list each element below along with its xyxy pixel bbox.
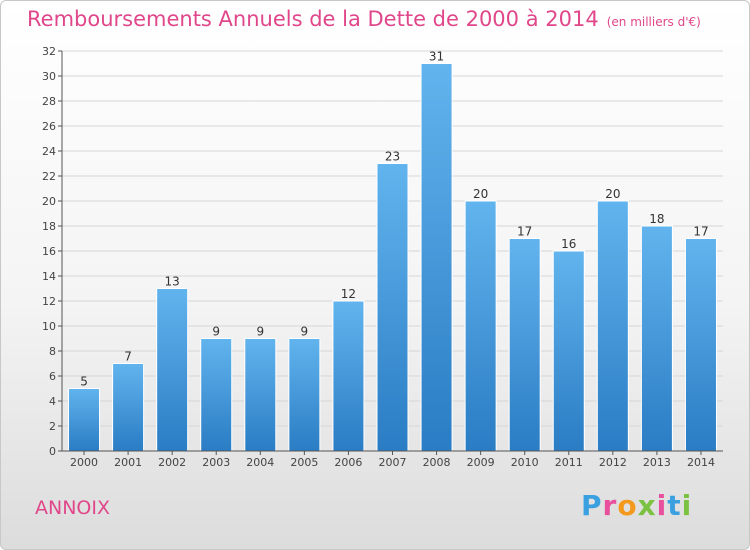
y-tick-label: 8 [49,345,56,358]
data-label: 9 [212,325,220,339]
y-tick-label: 20 [42,195,56,208]
data-label: 20 [605,187,620,201]
labels: 0246810121416182022242628303252000720011… [42,45,715,469]
x-tick-label: 2004 [246,456,274,469]
data-label: 17 [517,225,532,239]
bar [244,338,277,452]
bar [464,200,497,452]
x-tick-label: 2009 [467,456,495,469]
x-tick-label: 2005 [290,456,318,469]
bar [376,163,409,452]
data-label: 9 [256,325,264,339]
data-label: 20 [473,187,488,201]
bar [68,388,101,452]
y-tick-label: 4 [49,395,56,408]
brand-letter: i [656,489,668,522]
bar [552,250,585,452]
y-tick-label: 0 [49,445,56,458]
x-tick-label: 2013 [643,456,671,469]
y-tick-label: 32 [42,45,56,58]
bar [596,200,629,452]
y-tick-label: 16 [42,245,56,258]
brand-letter: x [637,489,657,522]
data-label: 16 [561,237,576,251]
x-tick-label: 2010 [511,456,539,469]
y-tick-label: 10 [42,320,56,333]
data-label: 31 [429,50,444,64]
bar [156,288,189,452]
brand-logo: Proxiti [581,489,692,522]
bar [684,238,717,452]
brand-letter: i [681,489,693,522]
bars [68,63,717,452]
chart-unit: (en milliers d'€) [606,15,701,29]
town-name: ANNOIX [35,497,110,519]
bar [640,225,673,452]
y-tick-label: 22 [42,170,56,183]
x-tick-label: 2000 [70,456,98,469]
brand-letter: r [602,489,618,522]
brand-letter: o [617,489,638,522]
chart-title-text: Remboursements Annuels de la Dette de 20… [27,7,599,31]
bar [112,363,145,452]
brand-letter: P [581,489,603,522]
data-label: 18 [649,212,664,226]
y-tick-label: 30 [42,70,56,83]
data-label: 9 [301,325,309,339]
y-tick-label: 28 [42,95,56,108]
data-label: 12 [341,287,356,301]
y-tick-label: 26 [42,120,56,133]
data-label: 7 [124,350,132,364]
y-tick-label: 12 [42,295,56,308]
x-tick-label: 2006 [334,456,362,469]
y-tick-label: 18 [42,220,56,233]
x-tick-label: 2002 [158,456,186,469]
x-tick-label: 2008 [423,456,451,469]
data-label: 23 [385,150,400,164]
y-tick-label: 2 [49,420,56,433]
bar [200,338,233,452]
x-tick-label: 2011 [555,456,583,469]
data-label: 13 [165,275,180,289]
bar [508,238,541,452]
axes [58,50,723,455]
y-tick-label: 6 [49,370,56,383]
brand-letter: t [667,489,682,522]
x-tick-label: 2007 [379,456,407,469]
x-tick-label: 2003 [202,456,230,469]
chart-title: Remboursements Annuels de la Dette de 20… [27,7,701,31]
bar [420,63,453,452]
x-tick-label: 2014 [687,456,715,469]
y-tick-label: 14 [42,270,56,283]
data-label: 5 [80,375,88,389]
x-tick-label: 2012 [599,456,627,469]
y-tick-label: 24 [42,145,56,158]
bar [288,338,321,452]
data-label: 17 [693,225,708,239]
x-tick-label: 2001 [114,456,142,469]
bar [332,300,365,452]
